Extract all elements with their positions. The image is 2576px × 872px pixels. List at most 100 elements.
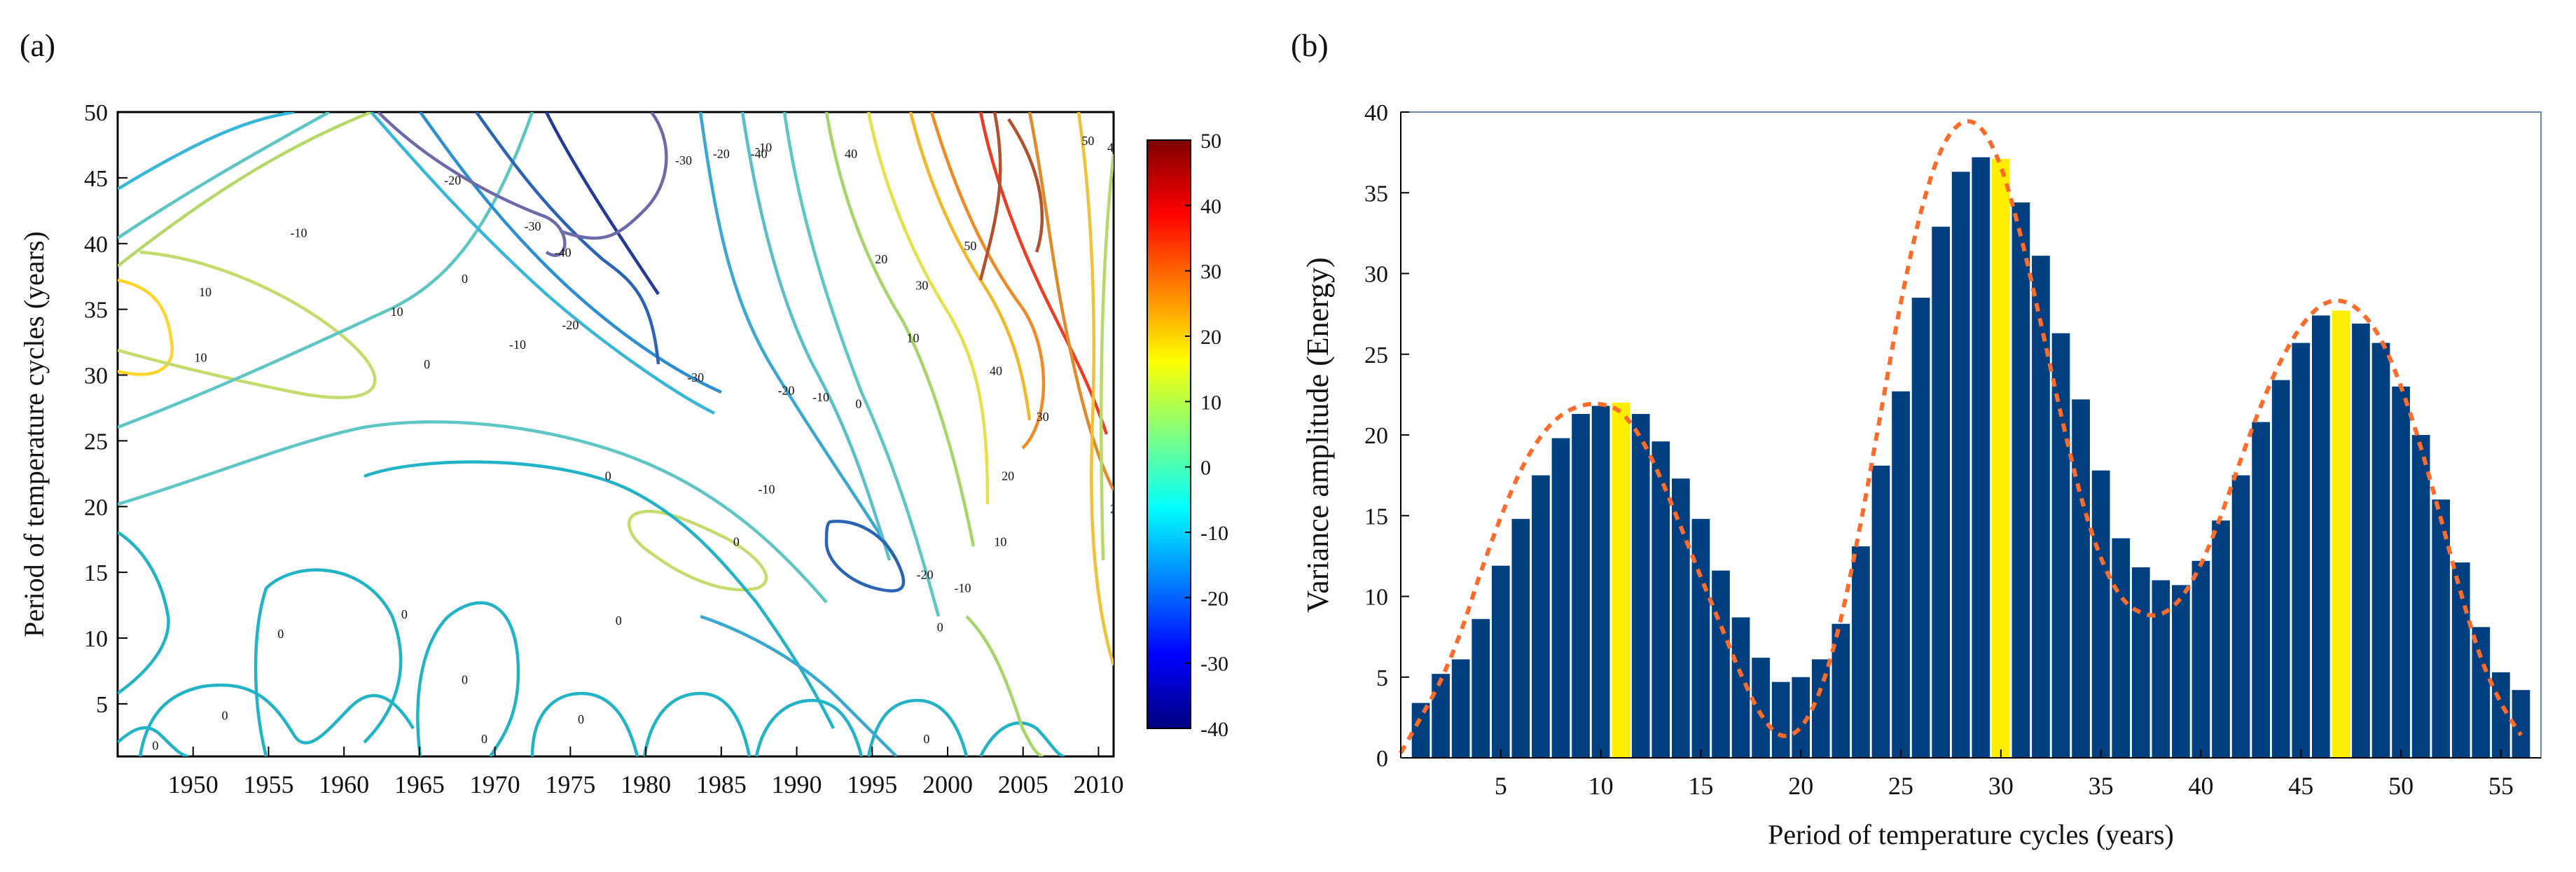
bar [2492,672,2510,758]
contour-label: 0 [401,607,408,621]
panel-b-y-tick-label: 10 [1364,585,1388,611]
bar [1771,681,1790,758]
contour-label: -10 [758,482,775,496]
bar [1631,414,1650,758]
contour-line [363,460,836,730]
bar [2292,342,2311,758]
contour-label: 30 [915,278,928,292]
bar [1591,406,1610,758]
colorbar-tick-label: -20 [1200,587,1228,610]
bar [1852,546,1870,758]
panel-b-x-tick-label: 10 [1588,772,1614,800]
panel-a-x-tick-label: 2010 [1073,770,1123,798]
panel-b-x-tick-label: 25 [1888,772,1913,800]
contour-label: 40 [1107,140,1120,154]
panel-b-y-ticks: 0 5 10 15 20 25 30 35 40 [1364,100,1409,772]
contour-label: 0 [605,469,611,483]
contour-line [978,112,1044,281]
bar [2112,538,2131,758]
panel-b-y-tick-label: 40 [1364,100,1388,126]
panel-b-y-tick-label: 5 [1376,665,1388,691]
panel-a-x-tick-label: 1955 [243,770,293,798]
panel-b-y-tick-label: 35 [1364,181,1388,207]
contour-line [965,615,1044,756]
bar [1491,565,1510,758]
colorbar-tick-label: 10 [1200,391,1221,414]
contour-label: 50 [964,239,976,253]
bar [1572,414,1590,758]
contour-line [416,601,520,756]
bar [1551,438,1570,758]
bar [1712,570,1730,758]
colorbar-tick-label: 0 [1200,457,1211,480]
panel-a-x-tick-label: 1970 [470,770,520,798]
panel-a-y-tick-label: 10 [84,626,108,652]
contour-line [118,112,372,268]
bar [1691,518,1710,758]
panel-a-y-tick-label: 35 [84,298,108,324]
panel-b-x-tick-label: 45 [2288,772,2313,800]
highlighted-bar [2332,310,2350,758]
panel-a-y-tick-label: 20 [84,494,108,520]
contour-label: 40 [990,364,1002,378]
contour-label: 10 [199,285,212,299]
contour-label: 0 [462,673,468,687]
panel-a-label: (a) [20,27,55,63]
panel-a-x-tick-label: 1965 [394,770,445,798]
contour-label: 0 [277,627,284,641]
panel-a-y-tick-label: 30 [84,364,108,389]
bar [2152,580,2170,758]
panel-a-y-ticks: 5 10 15 20 25 30 35 40 45 50 [84,100,127,718]
panel-b-x-tick-label: 55 [2488,772,2514,800]
panel-b-x-tick-label: 35 [2089,772,2114,800]
contour-line [698,112,898,562]
contour-label: -30 [525,219,541,233]
contour-line [377,112,567,257]
contour-label: 50 [1081,134,1094,148]
contour-label: 10 [195,351,207,365]
contour-label: -30 [687,371,704,385]
contour-label: 20 [1110,502,1123,516]
bar [2271,380,2290,758]
panel-a-x-tick-label: 1975 [545,770,595,798]
bar [2231,475,2250,758]
panel-a-x-tick-label: 2005 [998,770,1048,798]
panel-a-x-tick-label: 1995 [847,770,897,798]
panel-b: (b) 0 5 10 15 20 25 30 35 40 5 10 15 20 25 30 35 40 45 50… [1291,27,2542,850]
bar [2172,585,2190,758]
panel-b-x-tick-label: 20 [1788,772,1813,800]
bar [2091,470,2110,758]
colorbar-tick-label: -10 [1200,522,1228,545]
contour-line [118,278,174,376]
contour-label: 0 [424,357,430,371]
contour-line [138,683,415,756]
contour-label: 0 [923,732,929,746]
bar [2252,422,2270,758]
panel-a-y-axis-label: Period of temperature cycles (years) [18,231,50,637]
contour-label: 30 [1037,410,1049,424]
panel-b-y-tick-label: 15 [1364,504,1388,530]
colorbar-tick-label: 50 [1200,130,1221,153]
colorbar: 50 40 30 20 10 0 -10 -20 -30 -40 [1147,130,1228,741]
panel-a-x-tick-label: 1960 [319,770,369,798]
contour-label: -20 [917,568,934,582]
contour-label: 0 [152,739,158,753]
contour-line [866,112,990,505]
fitted-curve [1399,119,2523,754]
contour-line [740,112,892,561]
contour-line [370,112,716,415]
panel-b-x-tick-label: 5 [1495,772,1507,800]
panel-a-x-tick-label: 1950 [168,770,219,798]
panel-a: (a) [18,27,1228,798]
contour-label: 10 [391,305,403,319]
colorbar-tick-label: -40 [1200,718,1228,741]
contour-line [560,112,668,240]
contour-line [754,698,969,756]
colorbar-gradient [1147,139,1191,729]
bar [2212,520,2230,758]
contour-label: 10 [994,535,1006,549]
bar [1951,172,1970,758]
contour-lines [118,112,1114,756]
bar [1432,674,1450,758]
